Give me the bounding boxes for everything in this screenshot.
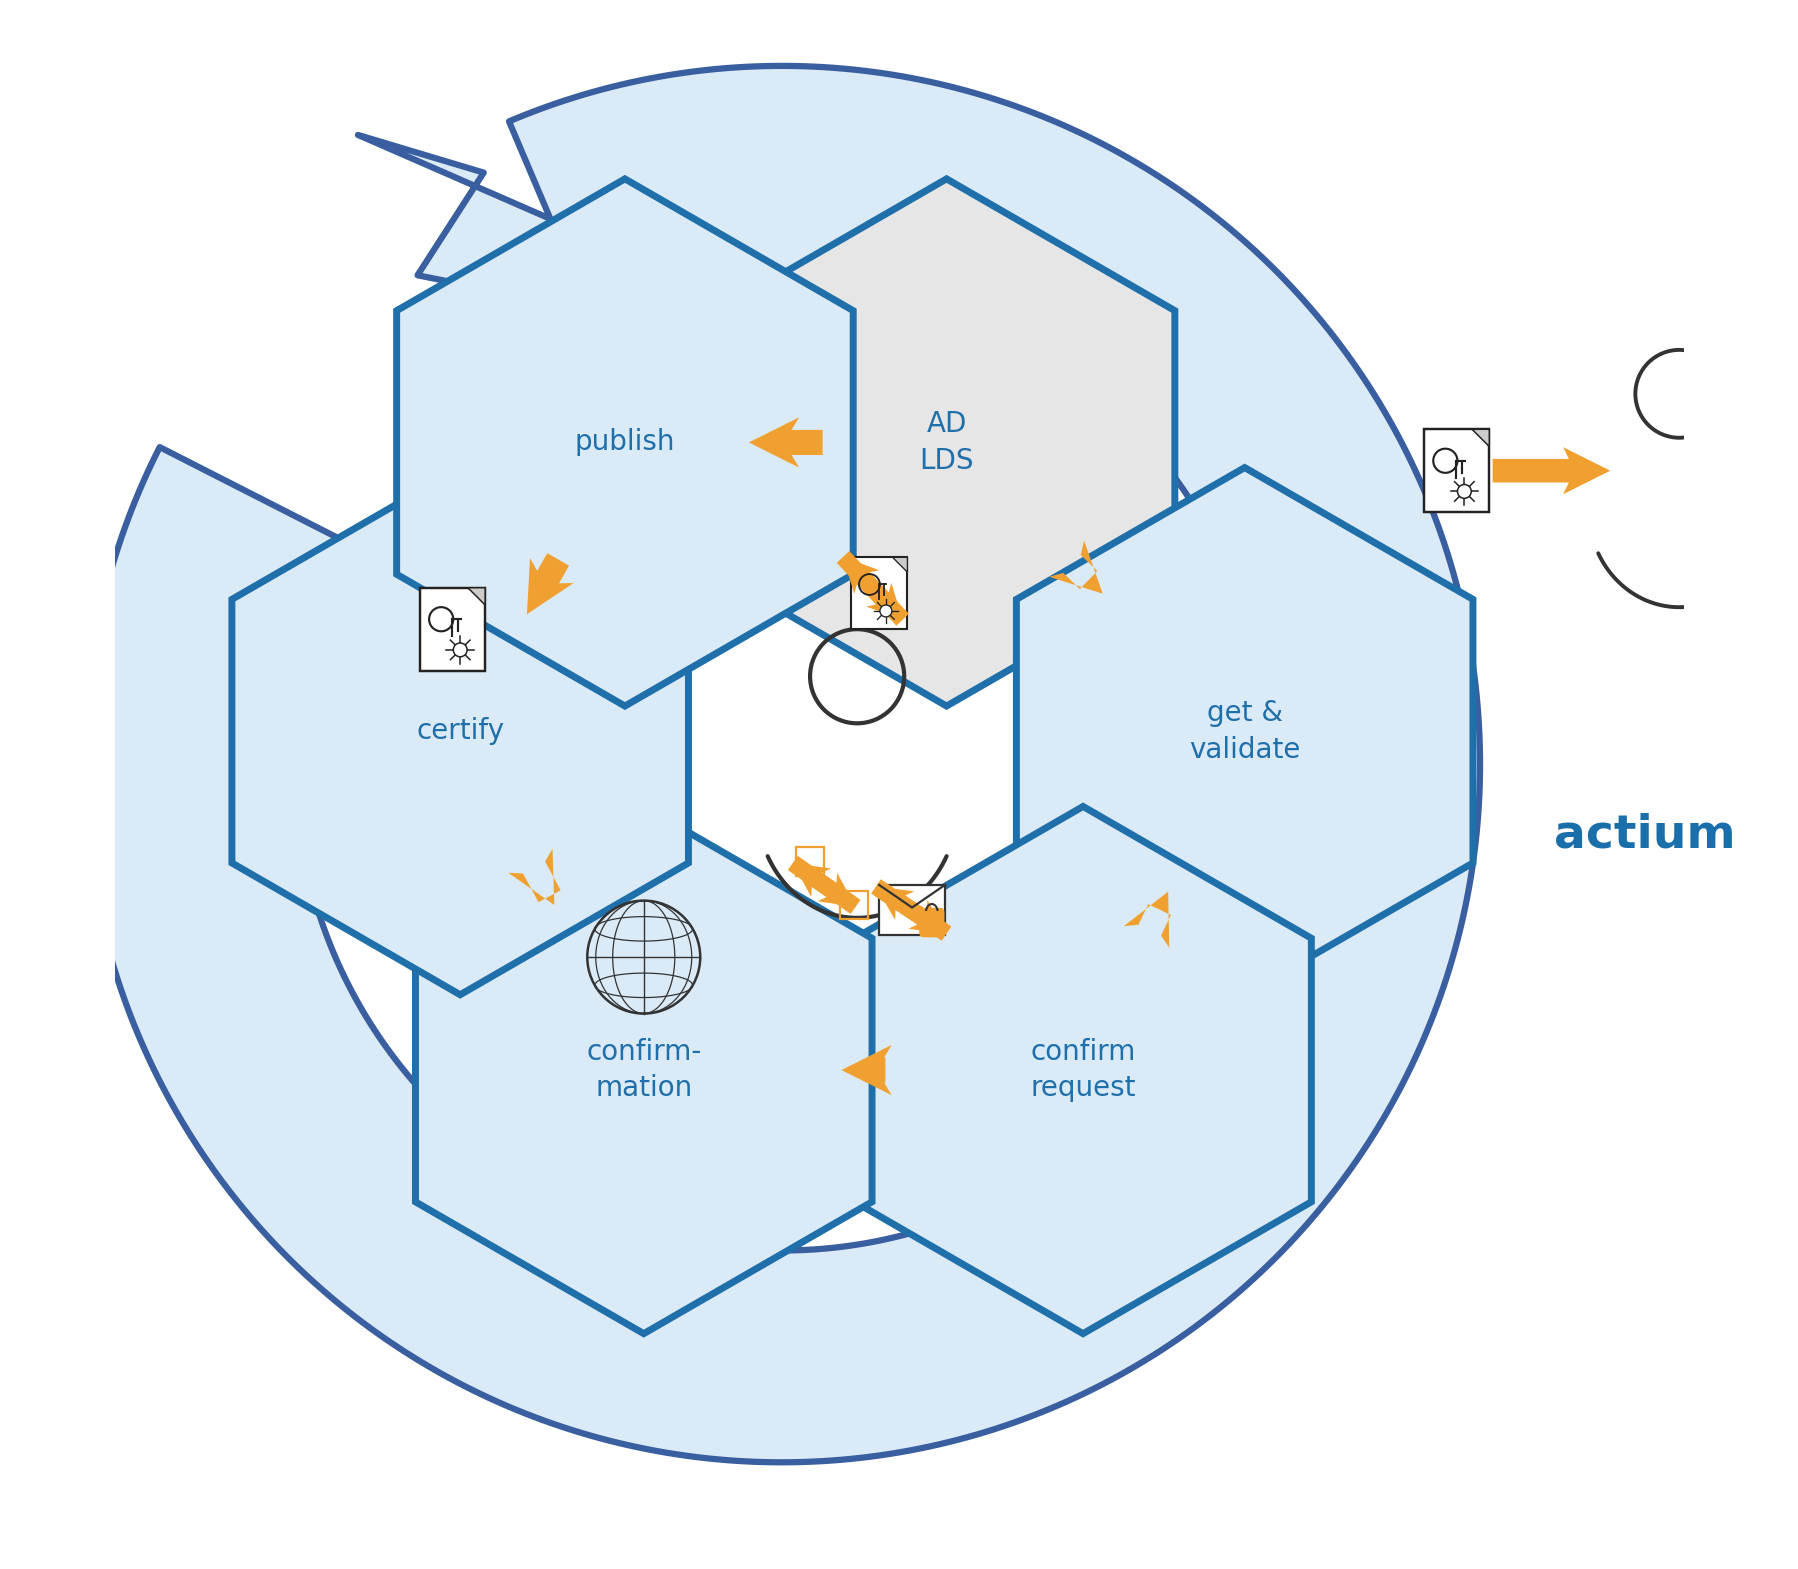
Text: AD
LDS: AD LDS xyxy=(919,410,973,475)
Circle shape xyxy=(879,606,892,617)
Text: certify: certify xyxy=(415,717,503,745)
FancyBboxPatch shape xyxy=(919,908,944,937)
Text: publish: publish xyxy=(574,428,674,457)
Polygon shape xyxy=(415,806,872,1334)
Bar xyxy=(419,588,485,670)
Circle shape xyxy=(453,643,467,657)
Bar xyxy=(795,847,823,876)
FancyArrow shape xyxy=(843,557,908,626)
Bar xyxy=(840,891,868,919)
Polygon shape xyxy=(1016,468,1473,995)
FancyArrow shape xyxy=(841,1045,892,1095)
Polygon shape xyxy=(717,179,1174,706)
Polygon shape xyxy=(1471,430,1489,447)
FancyArrow shape xyxy=(870,879,946,934)
Text: actium: actium xyxy=(1553,813,1735,857)
Polygon shape xyxy=(232,468,689,995)
FancyArrow shape xyxy=(1124,891,1170,948)
Bar xyxy=(1422,430,1489,511)
FancyArrow shape xyxy=(836,551,903,620)
Bar xyxy=(879,885,944,935)
Polygon shape xyxy=(854,806,1311,1334)
FancyArrow shape xyxy=(1492,447,1609,494)
Polygon shape xyxy=(892,557,906,573)
FancyArrow shape xyxy=(748,417,822,468)
FancyArrow shape xyxy=(527,554,574,613)
FancyArrow shape xyxy=(788,855,856,907)
FancyArrow shape xyxy=(793,863,859,915)
Bar xyxy=(850,557,906,629)
FancyArrow shape xyxy=(876,886,951,941)
Polygon shape xyxy=(396,179,852,706)
Text: get &
validate: get & validate xyxy=(1188,698,1300,764)
FancyArrow shape xyxy=(1048,541,1102,593)
Circle shape xyxy=(1456,485,1471,499)
Text: confirm
request: confirm request xyxy=(1030,1037,1135,1103)
Polygon shape xyxy=(83,66,1480,1462)
Polygon shape xyxy=(467,588,485,606)
Text: confirm-
mation: confirm- mation xyxy=(586,1037,701,1103)
FancyArrow shape xyxy=(509,849,561,905)
Polygon shape xyxy=(358,135,550,416)
